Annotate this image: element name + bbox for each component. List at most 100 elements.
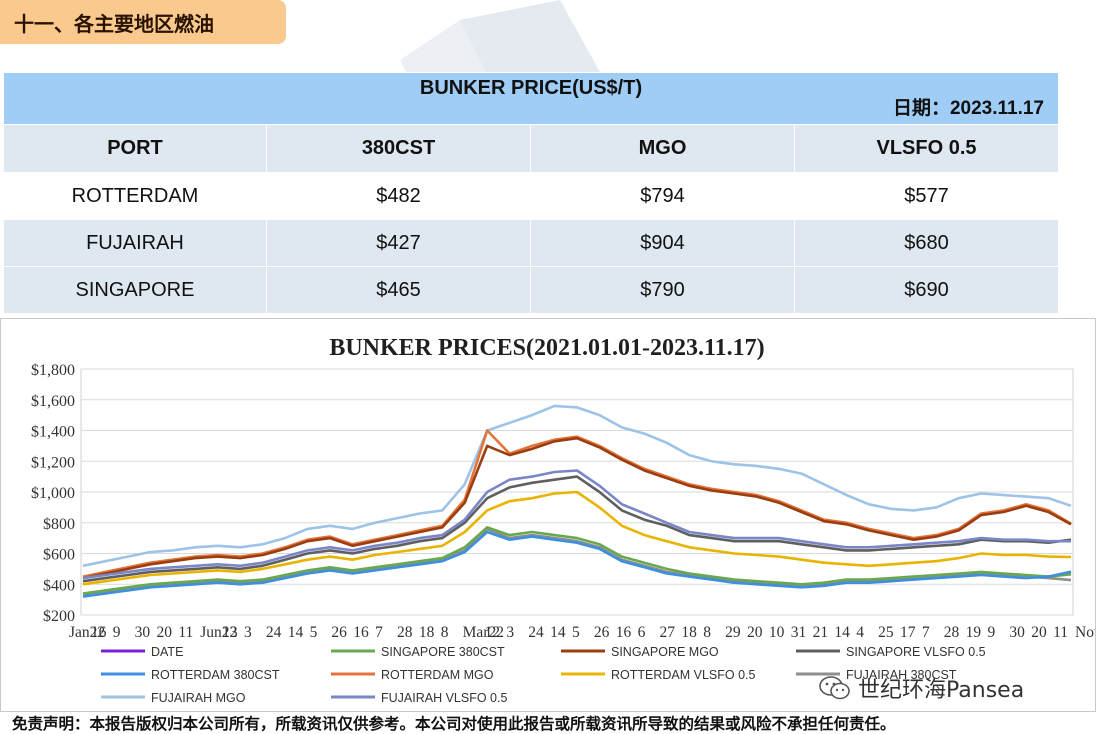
x-tick-label: 31 (791, 624, 807, 641)
legend-label: FUJAIRAH 380CST (846, 668, 957, 682)
series-line (82, 527, 1072, 597)
legend-label: DATE (151, 645, 183, 659)
x-tick-label: 14 (834, 624, 850, 641)
chart-title: BUNKER PRICES(2021.01.01-2023.11.17) (329, 335, 764, 361)
y-tick-label: $400 (43, 577, 75, 594)
x-tick-label: 16 (353, 624, 369, 641)
series-line (82, 490, 1072, 586)
legend-label: ROTTERDAM MGO (381, 668, 494, 682)
table-date: 日期：2023.11.17 (892, 98, 1044, 119)
x-tick-label: Mar22 (463, 624, 504, 641)
x-tick-label: 19 (966, 624, 982, 641)
legend-label: ROTTERDAM 380CST (151, 668, 280, 682)
x-tick-label: 8 (441, 624, 449, 641)
y-tick-label: $200 (43, 608, 75, 625)
x-tick-label: 16 (91, 624, 107, 641)
cell-mgo: $794 (530, 172, 795, 220)
disclaimer: 免责声明：本报告版权归本公司所有，所载资讯仅供参考。本公司对使用此报告或所载资讯… (12, 715, 896, 733)
bunker-price-table: BUNKER PRICE(US$/T) 日期：2023.11.17 PORT 3… (3, 72, 1059, 314)
legend-label: SINGAPORE MGO (611, 645, 719, 659)
x-tick-label: 29 (725, 624, 741, 641)
header-vlsfo: VLSFO 0.5 (794, 124, 1059, 173)
table-row: FUJAIRAH $427 $904 $680 (3, 219, 1059, 267)
cell-380cst: $482 (266, 172, 531, 220)
legend-label: ROTTERDAM VLSFO 0.5 (611, 668, 756, 682)
table-title-cell: BUNKER PRICE(US$/T) 日期：2023.11.17 (3, 72, 1059, 125)
series-line (82, 429, 1072, 578)
cell-vlsfo: $680 (794, 219, 1059, 267)
legend-label: SINGAPORE VLSFO 0.5 (846, 645, 986, 659)
table-header-row: PORT 380CST MGO VLSFO 0.5 (3, 124, 1059, 173)
x-tick-label: 7 (922, 624, 930, 641)
legend-label: FUJAIRAH VLSFO 0.5 (381, 691, 507, 705)
x-tick-label: 25 (878, 624, 894, 641)
series-line (82, 404, 1072, 568)
wechat-icon (819, 676, 850, 700)
x-tick-label: Nov (1075, 624, 1095, 641)
x-tick-label: 20 (156, 624, 172, 641)
y-tick-label: $1,600 (31, 393, 75, 410)
x-tick-label: 18 (681, 624, 697, 641)
x-tick-label: 9 (988, 624, 996, 641)
x-tick-label: 13 (222, 624, 238, 641)
header-380cst: 380CST (266, 124, 531, 173)
x-tick-label: 26 (594, 624, 610, 641)
header-port: PORT (3, 124, 267, 173)
section-title: 十一、各主要地区燃油 (0, 0, 286, 44)
cell-port: SINGAPORE (3, 266, 267, 314)
x-tick-label: 4 (856, 624, 864, 641)
x-tick-label: 5 (310, 624, 318, 641)
x-tick-label: 21 (813, 624, 829, 641)
bunker-price-chart: BUNKER PRICES(2021.01.01-2023.11.17) $200… (0, 318, 1097, 712)
table-title: BUNKER PRICE(US$/T) (419, 77, 643, 99)
table-row: ROTTERDAM $482 $794 $577 (3, 172, 1059, 220)
x-tick-label: 5 (572, 624, 580, 641)
x-tick-label: Jun22 (200, 624, 237, 641)
x-tick-label: 12 (485, 624, 501, 641)
cell-vlsfo: $690 (794, 266, 1059, 314)
x-tick-label: 14 (550, 624, 566, 641)
series-line (82, 526, 1072, 595)
y-tick-label: $1,200 (31, 454, 75, 471)
x-tick-label: 9 (113, 624, 121, 641)
x-tick-label: 17 (900, 624, 916, 641)
x-tick-label: 11 (1053, 624, 1068, 641)
x-tick-label: 26 (331, 624, 347, 641)
y-tick-label: $1,000 (31, 485, 75, 502)
cell-port: FUJAIRAH (3, 219, 267, 267)
legend-label: FUJAIRAH MGO (151, 691, 246, 705)
header-mgo: MGO (530, 124, 795, 173)
series-line (82, 436, 1072, 580)
x-tick-label: 24 (528, 624, 544, 641)
series-line (82, 469, 1071, 580)
series-line (82, 530, 1072, 598)
x-tick-label: 11 (178, 624, 193, 641)
cell-380cst: $427 (266, 219, 531, 267)
wechat-badge: 世纪环海Pansea (818, 672, 1024, 704)
wechat-label: 世纪环海Pansea (858, 678, 1025, 703)
cell-mgo: $904 (530, 219, 795, 267)
cell-vlsfo: $577 (794, 172, 1059, 220)
x-tick-label: 28 (944, 624, 960, 641)
legend-label: SINGAPORE 380CST (381, 645, 505, 659)
x-tick-label: 30 (1009, 624, 1025, 641)
y-tick-label: $1,800 (31, 362, 75, 379)
x-tick-label: 18 (419, 624, 435, 641)
x-tick-label: Jan22 (69, 624, 105, 641)
x-tick-label: 30 (135, 624, 151, 641)
x-tick-label: 20 (1031, 624, 1047, 641)
x-tick-label: 10 (769, 624, 785, 641)
y-tick-label: $600 (43, 547, 75, 564)
x-tick-label: 3 (244, 624, 252, 641)
x-tick-label: 16 (616, 624, 632, 641)
x-tick-label: 20 (747, 624, 763, 641)
table-row: SINGAPORE $465 $790 $690 (3, 266, 1059, 314)
cell-mgo: $790 (530, 266, 795, 314)
x-tick-label: 24 (266, 624, 282, 641)
x-tick-label: 14 (288, 624, 304, 641)
x-tick-label: 28 (397, 624, 413, 641)
x-tick-label: 27 (659, 624, 675, 641)
x-tick-label: 6 (638, 624, 646, 641)
cell-port: ROTTERDAM (3, 172, 267, 220)
series-line (82, 475, 1072, 583)
